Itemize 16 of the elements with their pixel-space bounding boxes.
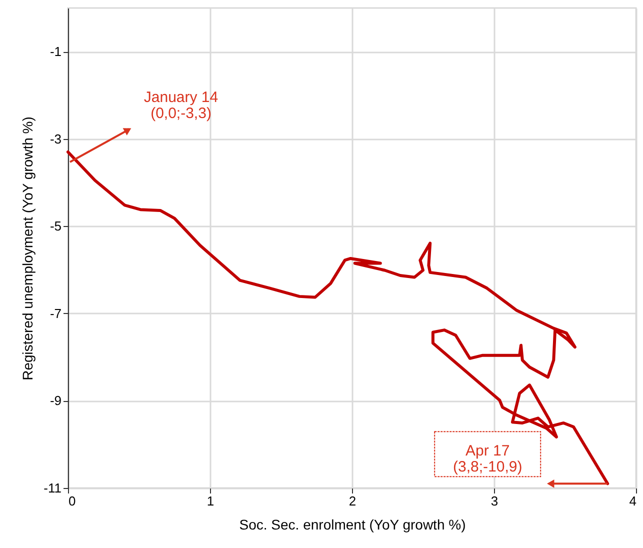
y-tick-label: -9 xyxy=(50,393,62,408)
y-tick-label: -11 xyxy=(44,480,62,496)
x-tick-label: 4 xyxy=(629,494,636,508)
x-tick-label: 1 xyxy=(206,494,214,508)
annotation: January 14 (0,0;-3,3) xyxy=(144,89,218,122)
x-tick-label: 0 xyxy=(68,494,76,508)
line-series xyxy=(66,150,610,486)
y-axis-title: Registered unemployment (YoY growth %) xyxy=(20,116,36,380)
x-tick-label: 3 xyxy=(490,494,498,508)
y-tick-label: -3 xyxy=(50,131,62,146)
x-axis-title: Soc. Sec. enrolment (YoY growth %) xyxy=(239,516,466,532)
annotation: Apr 17 (3,8;-10,9) xyxy=(453,442,522,476)
y-tick-label: -5 xyxy=(50,218,62,234)
x-tick-label: 2 xyxy=(348,494,356,508)
y-tick-label: -7 xyxy=(50,306,62,321)
y-tick-label: -1 xyxy=(50,44,62,60)
